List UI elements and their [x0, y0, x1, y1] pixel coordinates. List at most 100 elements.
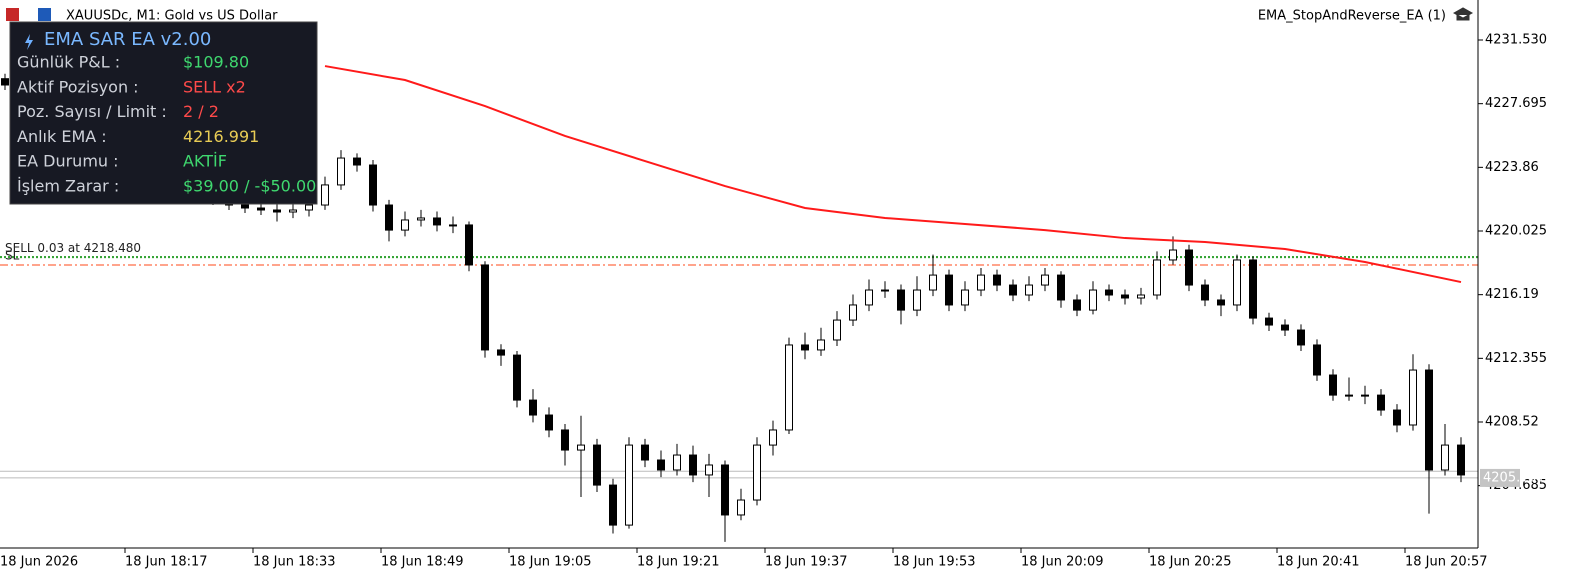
candle-body [1, 78, 9, 86]
candle-body [417, 217, 425, 221]
candle-body [945, 274, 953, 306]
candle-body [433, 217, 441, 226]
ema-line [324, 65, 1462, 284]
panel-row-value: $39.00 / -$50.00 [183, 177, 316, 196]
panel-row-label: EA Durumu : [17, 152, 119, 171]
candle-body [1313, 344, 1321, 376]
bolt-icon [25, 34, 33, 50]
candle-body [1425, 369, 1433, 471]
x-tick-label: 18 Jun 18:33 [253, 555, 336, 570]
candle-body [993, 274, 1001, 286]
panel-row-label: Aktif Pozisyon : [17, 77, 139, 96]
candle-body [1377, 394, 1385, 411]
candle-body [353, 157, 361, 166]
x-tick-label: 18 Jun 19:05 [509, 555, 592, 570]
candle-body [273, 209, 281, 213]
candle-body [545, 414, 553, 431]
candle-body [753, 444, 761, 501]
x-tick-label: 18 Jun 18:49 [381, 555, 464, 570]
candle-body [577, 444, 585, 451]
candle-body [801, 344, 809, 351]
candle-body [401, 219, 409, 231]
candle-body [465, 224, 473, 266]
candle-body [561, 429, 569, 451]
candle-body [321, 184, 329, 206]
panel-row-label: İşlem Zarar : [17, 177, 119, 196]
x-tick-label: 18 Jun 20:41 [1277, 555, 1360, 570]
candle-body [1153, 259, 1161, 296]
candle-body [1249, 259, 1257, 319]
candle-body [721, 464, 729, 516]
candle-body [1089, 289, 1097, 311]
panel-row-value: 4216.991 [183, 127, 259, 146]
candle-body [881, 289, 889, 292]
candle-body [641, 444, 649, 461]
candle-body [1169, 249, 1177, 261]
panel-row-value: 2 / 2 [183, 102, 219, 121]
y-tick-label: 4223.86 [1485, 160, 1539, 175]
panel-row-label: Anlık EMA : [17, 127, 107, 146]
y-tick-label: 4220.025 [1485, 224, 1547, 239]
hat-icon [1452, 7, 1474, 21]
candle-body [929, 274, 937, 291]
candle-body [481, 264, 489, 351]
candle-body [289, 209, 297, 213]
candle-body [529, 399, 537, 416]
candle-body [817, 339, 825, 351]
x-tick-label: 18 Jun 19:37 [765, 555, 848, 570]
candle-body [1345, 394, 1353, 397]
x-tick-label: 18 Jun 20:25 [1149, 555, 1232, 570]
candle-body [513, 354, 521, 401]
order-label: SL [5, 248, 20, 262]
candle-body [257, 207, 265, 211]
info-panel: EMA SAR EA v2.00 Günlük P&L : $109.80 Akti… [9, 21, 318, 205]
candle-body [1073, 299, 1081, 311]
candle-body [449, 224, 457, 227]
panel-row-value: AKTİF [183, 152, 227, 171]
candle-body [1297, 329, 1305, 346]
bid-label-box [1480, 468, 1520, 487]
x-tick-label: 18 Jun 19:21 [637, 555, 720, 570]
candle-body [497, 349, 505, 356]
candle-body [1393, 409, 1401, 426]
candle-body [1009, 284, 1017, 296]
candle-body [1217, 299, 1225, 306]
candle-body [1361, 394, 1369, 397]
candle-body [1201, 284, 1209, 301]
expert-label: EMA_StopAndReverse_EA (1) [1258, 9, 1446, 24]
x-tick-label: 18 Jun 19:53 [893, 555, 976, 570]
candle-body [897, 289, 905, 311]
candle-body [1041, 274, 1049, 286]
panel-row-label: Günlük P&L : [17, 53, 120, 72]
candle-body [1121, 294, 1129, 299]
candle-body [737, 499, 745, 516]
candle-body [673, 454, 681, 471]
y-tick-label: 4216.19 [1485, 287, 1539, 302]
panel-row-value: $109.80 [183, 53, 249, 72]
candle-body [657, 459, 665, 471]
candle-body [785, 344, 793, 431]
panel-title: EMA SAR EA v2.00 [44, 29, 211, 50]
candle-body [609, 484, 617, 526]
candle-body [689, 454, 697, 476]
candle-body [1265, 317, 1273, 326]
candle-body [241, 204, 249, 209]
candle-body [977, 274, 985, 291]
candle-body [849, 304, 857, 321]
candle-body [1233, 259, 1241, 306]
x-tick-label: 18 Jun 20:09 [1021, 555, 1104, 570]
x-tick-label: 18 Jun 20:57 [1405, 555, 1488, 570]
candle-body [369, 164, 377, 206]
candle-body [1025, 284, 1033, 296]
panel-row-value: SELL x2 [183, 77, 246, 96]
candle-body [1057, 274, 1065, 301]
candle-body [385, 204, 393, 231]
candle-body [305, 204, 313, 211]
candle-body [1281, 324, 1289, 331]
candle-body [1329, 374, 1337, 396]
candle-body [1185, 249, 1193, 286]
x-tick-label: 18 Jun 18:17 [125, 555, 208, 570]
candle-body [769, 429, 777, 446]
